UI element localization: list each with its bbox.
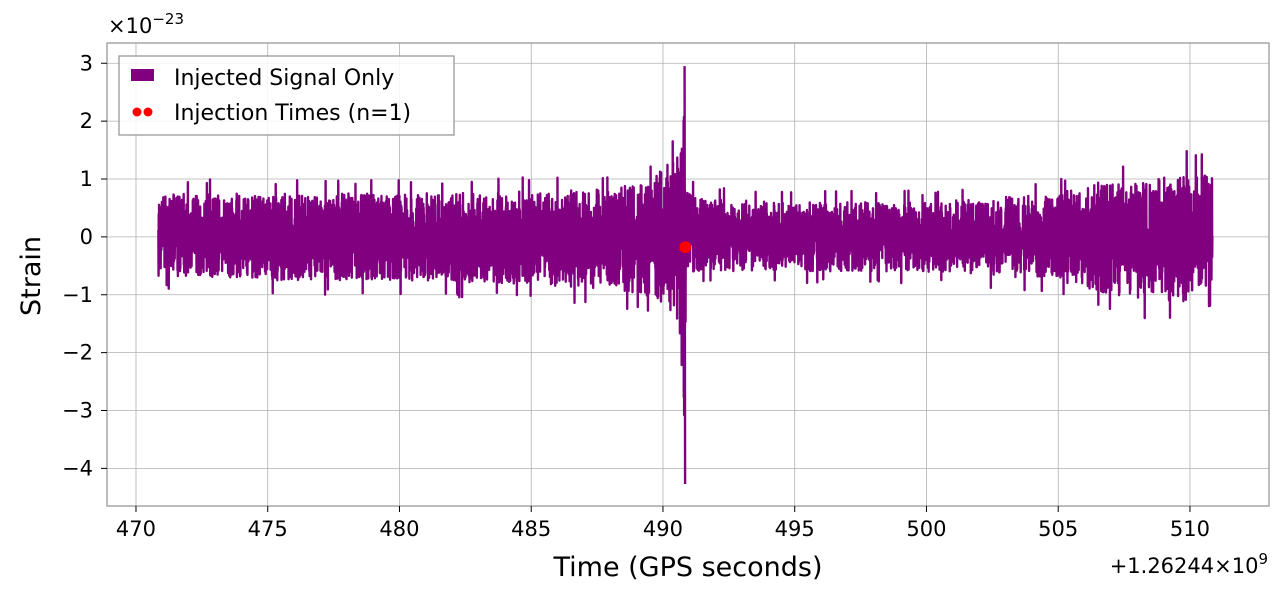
x-offset-label: +1.26244×109 — [1110, 550, 1268, 578]
y-tick-label: 2 — [80, 109, 93, 133]
injection-markers — [679, 241, 692, 254]
legend-box — [118, 55, 455, 136]
series-group — [157, 66, 1214, 485]
y-scale-exponent: −23 — [152, 10, 184, 28]
x-tick-label: 490 — [643, 517, 683, 541]
x-tick-label: 470 — [116, 517, 156, 541]
x-tick-label: 475 — [248, 517, 288, 541]
legend: Injected Signal Only Injection Times (n=… — [118, 55, 455, 136]
y-tick-label: 1 — [80, 167, 93, 191]
legend-marker-injection-2 — [143, 107, 153, 117]
y-axis-label: Strain — [16, 236, 47, 316]
legend-label-signal: Injected Signal Only — [174, 66, 394, 91]
x-tick-label: 500 — [906, 517, 946, 541]
y-axis-ticks: 3 2 1 0 −1 −2 −3 −4 — [62, 51, 107, 480]
legend-label-injection: Injection Times (n=1) — [174, 101, 411, 126]
legend-marker-injection-1 — [132, 107, 142, 117]
series-injected-signal-only — [157, 66, 1214, 485]
x-tick-label: 480 — [379, 517, 419, 541]
y-tick-label: −4 — [62, 456, 93, 480]
y-tick-label: −1 — [62, 283, 93, 307]
y-tick-label: 0 — [80, 225, 93, 249]
x-offset-exponent: 9 — [1258, 550, 1268, 568]
y-tick-label: 3 — [80, 51, 93, 75]
x-tick-label: 495 — [775, 517, 815, 541]
x-axis-label: Time (GPS seconds) — [552, 552, 822, 583]
x-tick-label: 505 — [1038, 517, 1078, 541]
x-tick-label: 485 — [511, 517, 551, 541]
y-scale-label: ×10−23 — [108, 10, 184, 38]
injection-time-marker — [679, 241, 692, 254]
x-tick-label: 510 — [1170, 517, 1210, 541]
legend-swatch-signal — [131, 69, 154, 81]
y-tick-label: −3 — [62, 399, 93, 423]
x-axis-ticks: 470 475 480 485 490 495 500 505 510 — [116, 506, 1210, 541]
axes-frame — [106, 42, 1270, 507]
y-tick-label: −2 — [62, 341, 93, 365]
